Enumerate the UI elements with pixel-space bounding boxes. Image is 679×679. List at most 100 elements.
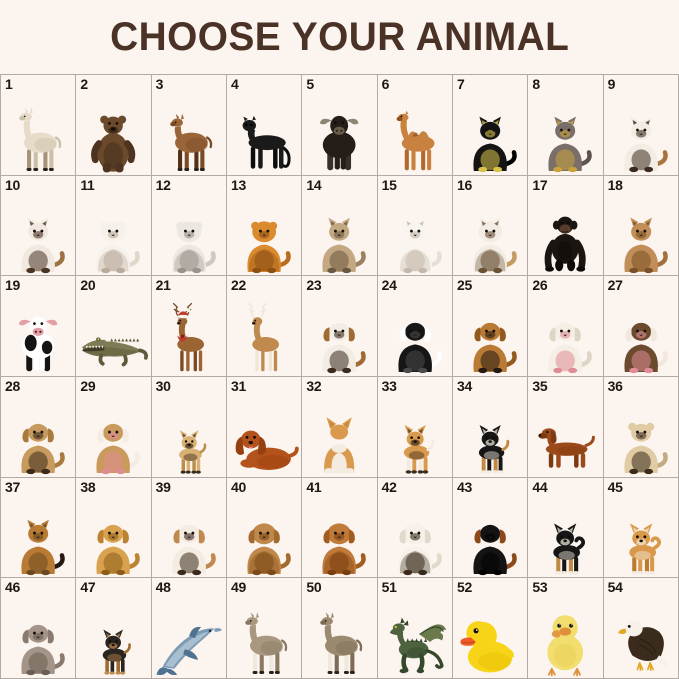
- animal-number-label: 6: [381, 76, 390, 92]
- animal-number-label: 54: [607, 579, 623, 596]
- white-persian-cat-icon: [76, 176, 150, 276]
- animal-cell-15[interactable]: 15: [377, 175, 453, 277]
- alpaca-icon: [1, 75, 75, 175]
- black-shiba-inu-icon: [528, 478, 602, 578]
- black-cat-icon: [453, 75, 527, 175]
- animal-cell-4[interactable]: 4: [227, 75, 303, 176]
- animal-cell-32[interactable]: 32: [302, 376, 378, 478]
- animal-cell-12[interactable]: 12: [151, 175, 227, 277]
- animal-cell-36[interactable]: 36: [603, 376, 679, 478]
- animal-number-label: 46: [5, 579, 20, 596]
- bear-brown-icon: [152, 75, 226, 175]
- tricolor-corgi-icon: [453, 377, 527, 477]
- animal-cell-17[interactable]: 17: [528, 175, 604, 277]
- animal-number-label: 53: [532, 579, 548, 596]
- animal-number-label: 24: [381, 277, 397, 294]
- animal-cell-9[interactable]: 9: [603, 75, 679, 176]
- animal-cell-43[interactable]: 43: [453, 477, 529, 579]
- animal-number-label: 1: [5, 76, 13, 92]
- animal-cell-39[interactable]: 39: [151, 477, 227, 579]
- animal-number-label: 49: [231, 579, 246, 596]
- animal-cell-13[interactable]: 13: [227, 175, 303, 277]
- animal-cell-27[interactable]: 27: [603, 276, 679, 377]
- white-cat-icon: [378, 176, 452, 276]
- animal-cell-22[interactable]: 22: [227, 276, 303, 377]
- animal-cell-49[interactable]: 49: [227, 578, 303, 679]
- animal-cell-35[interactable]: 35: [528, 376, 604, 478]
- cougar-icon: [604, 176, 678, 276]
- animal-number-label: 40: [231, 478, 246, 495]
- yorkshire-terrier-icon: [76, 578, 150, 678]
- animal-number-label: 27: [607, 277, 623, 294]
- animal-number-label: 11: [80, 176, 95, 193]
- animal-cell-51[interactable]: 51: [377, 578, 453, 679]
- beagle-icon: [302, 276, 376, 376]
- animal-cell-21[interactable]: 21: [151, 276, 227, 377]
- animal-cell-5[interactable]: 5: [302, 75, 378, 176]
- antelope-icon: [227, 276, 301, 376]
- animal-cell-20[interactable]: 20: [76, 276, 152, 377]
- animal-cell-30[interactable]: 30: [151, 376, 227, 478]
- animal-cell-45[interactable]: 45: [603, 477, 679, 579]
- animal-cell-25[interactable]: 25: [453, 276, 529, 377]
- animal-number-label: 4: [231, 76, 239, 92]
- animal-cell-19[interactable]: 19: [1, 276, 77, 377]
- animal-cell-3[interactable]: 3: [151, 75, 227, 176]
- animal-cell-23[interactable]: 23: [302, 276, 378, 377]
- animal-number-label: 47: [80, 579, 96, 596]
- animal-cell-10[interactable]: 10: [1, 175, 77, 277]
- animal-cell-33[interactable]: 33: [377, 376, 453, 478]
- animal-number-label: 3: [155, 76, 164, 92]
- animal-number-label: 36: [607, 377, 623, 394]
- animal-cell-54[interactable]: 54: [603, 578, 679, 679]
- animal-cell-48[interactable]: 48: [151, 578, 227, 679]
- animal-cell-2[interactable]: 2: [76, 75, 152, 176]
- animal-cell-14[interactable]: 14: [302, 175, 378, 277]
- animal-cell-50[interactable]: 50: [302, 578, 378, 679]
- animal-cell-38[interactable]: 38: [76, 477, 152, 579]
- dolphin-icon: [152, 578, 226, 678]
- animal-cell-31[interactable]: 31: [227, 376, 303, 478]
- rubber-duck-icon: [453, 578, 527, 678]
- animal-number-label: 12: [155, 176, 171, 193]
- animal-number-label: 48: [155, 579, 171, 596]
- brindle-bulldog-icon: [604, 276, 678, 376]
- animal-cell-1[interactable]: 1: [1, 75, 77, 176]
- animal-cell-16[interactable]: 16: [453, 175, 529, 277]
- donkey-icon: [302, 578, 376, 678]
- animal-number-label: 44: [532, 478, 548, 495]
- animal-cell-37[interactable]: 37: [1, 477, 77, 579]
- animal-cell-6[interactable]: 6: [377, 75, 453, 176]
- animal-number-label: 31: [231, 377, 246, 394]
- animal-cell-53[interactable]: 53: [528, 578, 604, 679]
- animal-cell-42[interactable]: 42: [377, 477, 453, 579]
- animal-cell-11[interactable]: 11: [76, 175, 152, 277]
- bald-eagle-icon: [604, 578, 678, 678]
- animal-cell-28[interactable]: 28: [1, 376, 77, 478]
- animal-cell-8[interactable]: 8: [528, 75, 604, 176]
- animal-number-label: 42: [381, 478, 397, 495]
- animal-cell-47[interactable]: 47: [76, 578, 152, 679]
- corgi-icon: [378, 377, 452, 477]
- animal-cell-26[interactable]: 26: [528, 276, 604, 377]
- animal-cell-18[interactable]: 18: [603, 175, 679, 277]
- animal-cell-44[interactable]: 44: [528, 477, 604, 579]
- animal-cell-41[interactable]: 41: [302, 477, 378, 579]
- animal-cell-34[interactable]: 34: [453, 376, 529, 478]
- animal-number-label: 34: [457, 377, 472, 394]
- white-poodle-icon: [378, 478, 452, 578]
- animal-cell-24[interactable]: 24: [377, 276, 453, 377]
- animal-cell-52[interactable]: 52: [453, 578, 529, 679]
- animal-number-label: 17: [532, 176, 548, 193]
- animal-number-label: 50: [306, 579, 322, 596]
- cow-icon: [1, 276, 75, 376]
- animal-cell-7[interactable]: 7: [453, 75, 529, 176]
- animal-number-label: 45: [607, 478, 623, 495]
- animal-cell-29[interactable]: 29: [76, 376, 152, 478]
- animal-cell-40[interactable]: 40: [227, 477, 303, 579]
- animal-number-label: 41: [306, 478, 322, 495]
- dachshund-icon: [528, 377, 602, 477]
- grey-cat-icon: [528, 75, 602, 175]
- tan-bulldog-icon: [1, 377, 75, 477]
- animal-cell-46[interactable]: 46: [1, 578, 77, 679]
